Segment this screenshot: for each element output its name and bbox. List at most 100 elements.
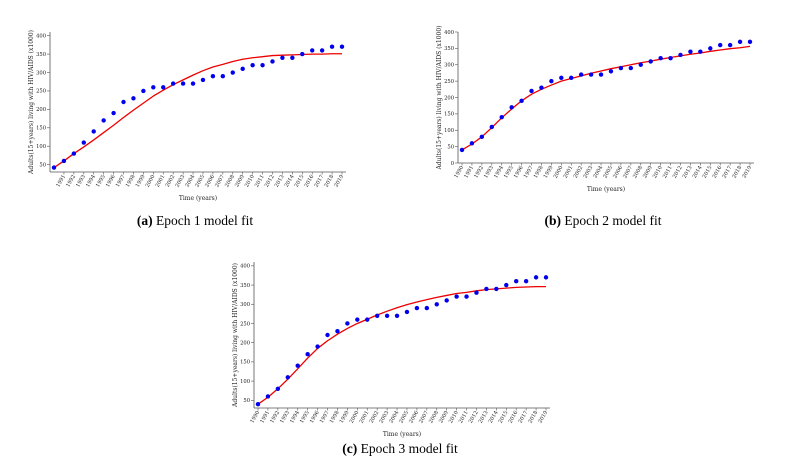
observed-point	[210, 74, 216, 79]
x-tick-label: 2012	[672, 165, 684, 179]
observed-point	[374, 313, 380, 318]
y-tick-label: 150	[444, 112, 454, 118]
observed-point	[668, 56, 673, 61]
y-tick-label: 350	[240, 283, 250, 289]
caption-a-label: Epoch 1 model fit	[156, 213, 253, 228]
x-tick-label: 2016	[304, 174, 316, 188]
y-tick-label: 50	[39, 162, 46, 168]
y-tick-label: 0	[451, 161, 454, 167]
x-tick-label: 2000	[145, 174, 157, 188]
x-tick-label: 1998	[125, 174, 137, 188]
observed-point	[559, 75, 564, 81]
x-tick-label: 1996	[105, 174, 117, 188]
x-tick-label: 2018	[324, 174, 336, 188]
caption-b: (b) Epoch 2 model fit	[545, 213, 662, 228]
y-tick-label: 400	[444, 30, 454, 36]
observed-point	[454, 294, 459, 299]
observed-point	[61, 158, 67, 164]
observed-point	[275, 386, 281, 391]
x-tick-label: 2018	[732, 165, 744, 179]
observed-point	[365, 317, 370, 322]
y-tick-label: 350	[36, 52, 46, 58]
observed-point	[355, 317, 360, 322]
observed-point	[727, 42, 733, 48]
x-tick-label: 1999	[543, 165, 555, 179]
x-tick-label: 2019	[537, 410, 549, 424]
x-tick-label: 1993	[75, 174, 87, 188]
observed-point	[325, 332, 330, 338]
observed-point	[151, 85, 156, 90]
observed-point	[484, 286, 489, 292]
x-tick-label: 2008	[224, 174, 236, 188]
observed-point	[747, 39, 753, 45]
observed-point	[718, 42, 723, 48]
observed-point	[414, 305, 420, 311]
observed-point	[319, 48, 325, 53]
observed-point	[384, 313, 390, 318]
panel-a: 5010015020025030035040019911992199319941…	[28, 30, 346, 202]
observed-point	[295, 363, 300, 368]
x-tick-label: 2005	[602, 165, 614, 179]
observed-point	[250, 62, 255, 68]
observed-point	[444, 298, 449, 303]
observed-point	[474, 290, 479, 295]
x-tick-label: 1999	[339, 410, 351, 424]
x-tick-label: 2002	[165, 174, 177, 188]
x-tick-label: 1996	[309, 410, 321, 424]
x-tick-label: 2016	[712, 165, 724, 179]
caption-b-label: Epoch 2 model fit	[564, 213, 661, 228]
x-tick-label: 2017	[314, 174, 326, 188]
x-tick-label: 1993	[279, 410, 291, 424]
observed-point	[51, 165, 57, 170]
x-tick-label: 2005	[398, 410, 410, 424]
x-tick-label: 1996	[513, 165, 525, 179]
observed-point	[514, 279, 519, 284]
x-tick-label: 2002	[369, 410, 381, 424]
observed-point	[628, 65, 634, 71]
caption-c: (c) Epoch 3 model fit	[342, 441, 458, 456]
observed-point	[200, 77, 206, 83]
observed-point	[81, 140, 86, 145]
observed-point	[569, 75, 574, 81]
x-tick-label: 2010	[448, 410, 460, 424]
x-tick-label: 2005	[194, 174, 206, 188]
observed-point	[230, 70, 235, 75]
x-axis-title: Time (years)	[587, 186, 625, 193]
caption-c-tag: (c)	[342, 441, 357, 456]
observed-point	[305, 352, 310, 357]
x-tick-label: 2015	[498, 410, 510, 424]
y-tick-label: 300	[240, 302, 250, 308]
x-tick-label: 2007	[214, 174, 226, 188]
observed-point	[698, 49, 703, 54]
x-tick-label: 2002	[573, 165, 585, 179]
observed-point	[598, 72, 604, 77]
observed-point	[255, 401, 261, 407]
y-tick-label: 250	[444, 79, 454, 85]
x-axis-title: Time (years)	[179, 195, 217, 202]
observed-point	[578, 72, 584, 77]
caption-a-tag: (a)	[137, 213, 153, 228]
x-tick-label: 1995	[503, 165, 515, 179]
x-tick-label: 2006	[612, 165, 624, 179]
x-tick-label: 1990	[249, 410, 261, 424]
x-tick-label: 2016	[508, 410, 520, 424]
x-tick-label: 2009	[234, 174, 246, 188]
x-tick-label: 2017	[722, 165, 734, 179]
x-tick-label: 2003	[583, 165, 595, 179]
observed-point	[539, 85, 544, 90]
observed-point	[464, 294, 469, 299]
x-tick-label: 1991	[55, 174, 67, 188]
caption-c-label: Epoch 3 model fit	[361, 441, 458, 456]
observed-point	[608, 69, 614, 74]
y-tick-label: 200	[444, 95, 454, 101]
x-tick-label: 2013	[478, 410, 490, 424]
observed-point	[161, 85, 166, 90]
observed-point	[190, 81, 196, 86]
x-tick-label: 1993	[483, 165, 495, 179]
observed-point	[469, 141, 475, 146]
observed-point	[141, 88, 146, 94]
x-tick-label: 2019	[741, 165, 753, 179]
x-tick-label: 2000	[553, 165, 565, 179]
y-axis-title: Adults(15+years) living with HIV/AIDS (x…	[436, 26, 443, 171]
x-tick-label: 2013	[274, 174, 286, 188]
